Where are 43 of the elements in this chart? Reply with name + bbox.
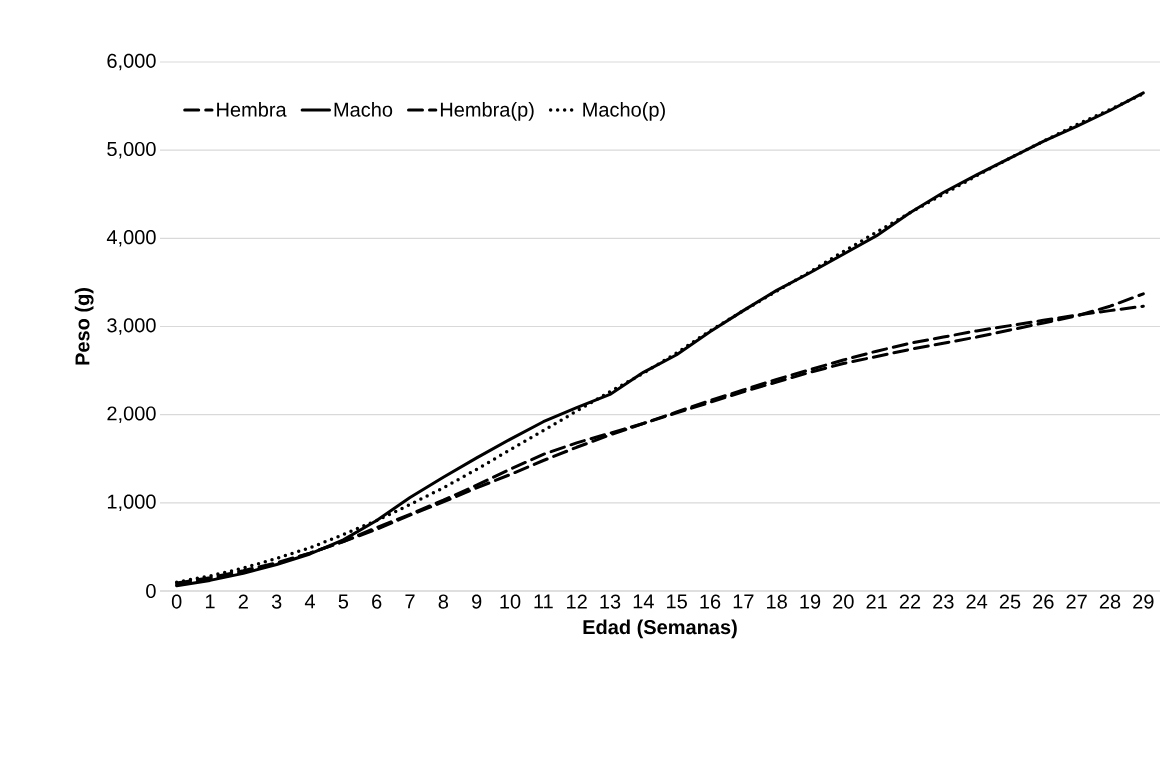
x-tick-label: 24 [966, 594, 988, 609]
x-tick-label: 27 [1066, 594, 1087, 609]
x-tick-label: 16 [700, 594, 721, 609]
x-tick-label: 19 [800, 594, 821, 609]
x-tick-label: 8 [438, 594, 449, 609]
x-tick-label: 9 [472, 594, 482, 609]
y-tick-label: 6,000 [107, 53, 156, 71]
legend-label: Hembra [217, 102, 287, 117]
x-tick-label: 1 [205, 594, 215, 609]
y-tick-label: 4,000 [106, 230, 156, 247]
y-tick-label: 2,000 [107, 406, 156, 423]
y-tick-label: 3,000 [107, 318, 156, 335]
x-tick-label: 21 [866, 594, 887, 609]
y-tick-label: 5,000 [107, 141, 156, 159]
x-tick-label: 26 [1033, 594, 1054, 609]
x-tick-label: 3 [271, 594, 282, 609]
x-tick-label: 18 [767, 594, 787, 609]
x-tick-label: 11 [534, 594, 553, 609]
x-tick-label: 4 [304, 594, 315, 609]
x-tick-label: 23 [933, 594, 954, 609]
y-tick-label: 0 [146, 583, 156, 599]
x-tick-label: 12 [567, 594, 587, 609]
legend-label: Hembra(p) [440, 102, 534, 121]
x-tick-label: 29 [1133, 594, 1154, 609]
x-axis-title: Edad (Semanas) [583, 619, 737, 639]
legend-label: Macho(p) [583, 102, 665, 121]
legend-label: Macho [334, 102, 393, 117]
y-tick-label: 1,000 [107, 494, 156, 512]
x-tick-label: 15 [667, 594, 687, 609]
x-tick-label: 0 [171, 594, 182, 609]
x-tick-label: 5 [338, 594, 349, 609]
x-tick-label: 20 [833, 594, 854, 609]
x-tick-label: 2 [238, 594, 248, 609]
y-axis-title: Peso (g) [74, 288, 94, 365]
x-tick-label: 13 [600, 594, 621, 609]
x-tick-label: 7 [405, 594, 415, 609]
x-tick-label: 6 [372, 594, 382, 609]
x-tick-label: 28 [1099, 594, 1121, 609]
x-tick-label: 17 [733, 594, 754, 609]
x-tick-label: 22 [899, 594, 921, 609]
x-tick-label: 10 [500, 594, 521, 609]
x-tick-label: 25 [999, 594, 1021, 609]
x-tick-label: 14 [633, 594, 654, 609]
